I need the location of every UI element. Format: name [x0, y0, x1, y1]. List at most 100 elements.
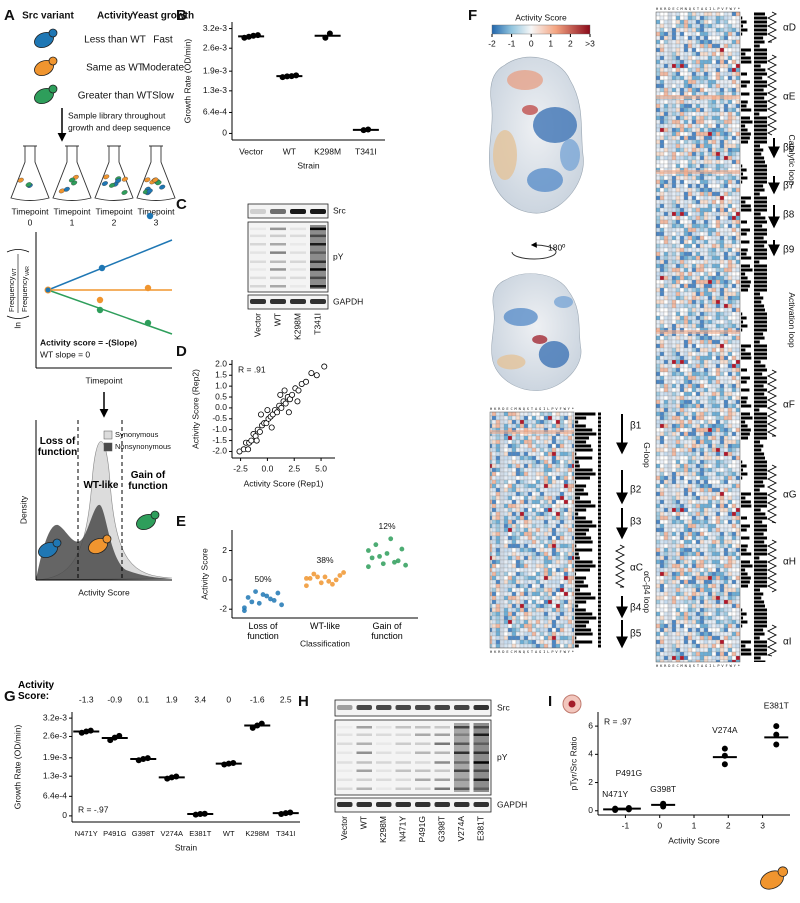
- lane-label: T341I: [312, 313, 322, 335]
- surface-patch: [560, 139, 580, 171]
- column-footer: HKRDECMNQSTAGILPVFWY*: [656, 664, 740, 668]
- lane-label: E381T: [476, 816, 486, 841]
- band-label: Src: [333, 205, 347, 215]
- band: [434, 742, 450, 745]
- band: [415, 778, 431, 781]
- scatter-point: [257, 411, 264, 418]
- band-label: GAPDH: [333, 296, 363, 306]
- point-label: E381T: [764, 700, 789, 710]
- growth-text: Moderate: [142, 63, 185, 74]
- structure-label: β8: [783, 210, 795, 221]
- flask: [52, 145, 92, 201]
- jitter-point: [260, 592, 266, 597]
- flask-cell: [109, 182, 116, 188]
- y-axis-label: Density: [18, 495, 28, 524]
- timepoint-dot: [96, 296, 104, 304]
- annotation: R = .97: [604, 716, 632, 726]
- band: [454, 769, 470, 772]
- colorbar-tick-label: >3: [585, 38, 595, 48]
- jitter-point: [366, 564, 371, 570]
- protein-surface: [489, 56, 584, 214]
- band: [337, 742, 353, 745]
- band: [454, 778, 470, 781]
- band: [473, 802, 489, 807]
- band: [415, 769, 431, 772]
- band: [250, 243, 266, 246]
- x-tick-label: P491G: [103, 829, 127, 838]
- band: [310, 285, 326, 288]
- band: [434, 761, 450, 764]
- scatter-point: [281, 387, 288, 394]
- annotation: R = .91: [238, 364, 266, 374]
- panel-letter: E: [176, 513, 186, 530]
- colorbar-tick-label: -2: [488, 38, 496, 48]
- structure-label: αE: [783, 92, 796, 103]
- jitter-point: [271, 598, 277, 603]
- score-label: 2.5: [280, 694, 292, 704]
- band: [395, 733, 411, 736]
- band: [337, 751, 353, 754]
- trend-line: [47, 239, 173, 291]
- band: [376, 769, 392, 772]
- band-label: GAPDH: [497, 799, 527, 809]
- panel-letter: F: [468, 7, 477, 24]
- y-tick-label: -1.5: [212, 435, 227, 445]
- smear: [310, 225, 326, 289]
- band: [376, 751, 392, 754]
- score-label: 1.9: [166, 694, 178, 704]
- band: [376, 733, 392, 736]
- flask-cell: [146, 188, 153, 194]
- x-tick-label: WT-like: [310, 622, 340, 631]
- y-axis-label: Growth Rate (OD/min): [12, 725, 22, 810]
- replicate-dot: [721, 745, 728, 752]
- column-header: Yeast growth: [132, 11, 194, 22]
- surface-patch: [532, 335, 548, 344]
- y-tick-label: 1.0: [215, 380, 227, 390]
- timepoint-dot: [144, 319, 152, 327]
- jitter-point: [307, 576, 313, 581]
- flask: [136, 145, 176, 201]
- structure-label: αH: [783, 557, 796, 568]
- scatter-point: [278, 404, 285, 411]
- legend-swatch: [103, 430, 113, 440]
- rotation-label: 180º: [548, 242, 565, 252]
- scatter-point: [294, 398, 301, 405]
- colorbar-tick-label: 0: [529, 38, 534, 48]
- surface-patch: [503, 308, 538, 326]
- jitter-point: [315, 574, 320, 580]
- band: [395, 742, 411, 745]
- x-tick-label: Loss of function: [247, 622, 279, 641]
- surface: [491, 273, 582, 391]
- scatter-point: [253, 437, 260, 444]
- jitter-point: [249, 599, 255, 605]
- x-tick-label: N471Y: [75, 829, 98, 838]
- band: [310, 234, 326, 238]
- highlight-row: [656, 330, 740, 334]
- x-tick-label: 2: [726, 820, 731, 830]
- x-tick-label-box: WT-like: [310, 622, 340, 631]
- structure-label: β3: [630, 517, 642, 528]
- frac-den: Frequency: [20, 276, 29, 312]
- formula: Activity score = -(Slope): [40, 337, 137, 347]
- share-label: 38%: [316, 555, 333, 565]
- column-header: HKRDECMNQSTAGILPVFWY*: [656, 7, 740, 11]
- timepoint-dot: [144, 284, 152, 292]
- share-label: 50%: [254, 574, 271, 584]
- point-label: P491G: [616, 768, 642, 778]
- region-label: Gain of function: [128, 470, 168, 492]
- y-tick-label: -0.5: [212, 413, 227, 423]
- y-tick-label: 1.3e-3: [203, 85, 227, 95]
- timepoint-dot: [96, 306, 104, 314]
- band-label: pY: [497, 752, 508, 762]
- x-tick-label: WT: [283, 146, 296, 156]
- band: [395, 705, 411, 710]
- y-tick-label: -2: [219, 603, 227, 613]
- band: [376, 742, 392, 745]
- replicate-dot: [773, 723, 780, 730]
- lane-label: WT: [359, 816, 369, 829]
- band: [434, 705, 450, 710]
- jitter-point: [366, 548, 371, 553]
- scatter-point: [303, 378, 310, 385]
- activity-text: Same as WT: [86, 63, 144, 74]
- heatmap: [655, 11, 741, 663]
